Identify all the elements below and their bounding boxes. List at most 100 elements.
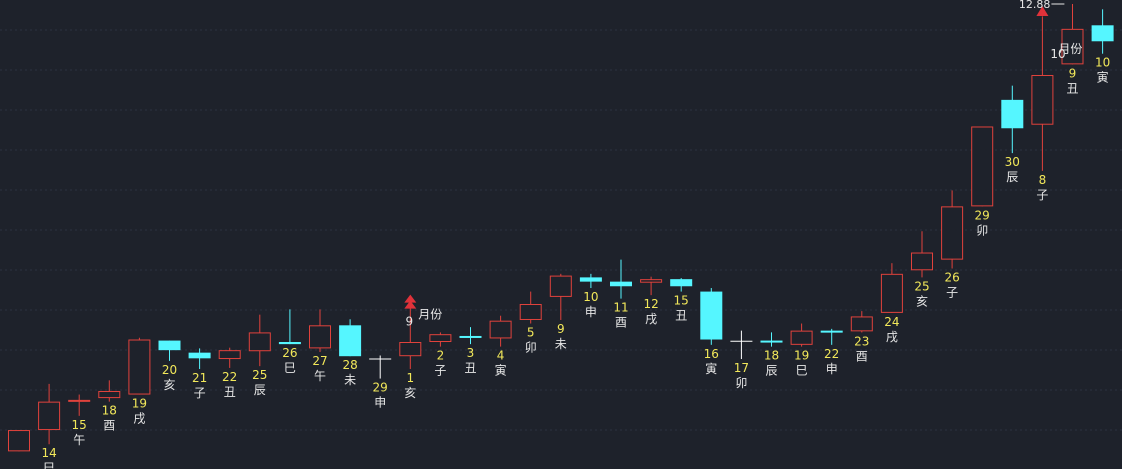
- branch-label: 酉: [103, 419, 115, 433]
- branch-label: 辰: [765, 364, 777, 378]
- candle-body: [670, 279, 693, 287]
- branch-label: 寅: [705, 361, 717, 376]
- month-marker-icon: [404, 294, 417, 303]
- month-day-label: 10: [1050, 47, 1065, 61]
- day-label: 5: [527, 326, 535, 340]
- max-price-label: 12.88: [1019, 0, 1051, 11]
- day-label: 22: [824, 347, 839, 361]
- branch-label: 未: [344, 373, 356, 387]
- branch-label: 亥: [916, 294, 928, 308]
- candle-body: [128, 339, 151, 395]
- day-label: 12: [643, 297, 658, 311]
- branch-label: 巳: [43, 461, 55, 469]
- day-label: 8: [1039, 173, 1047, 187]
- branch-label: 丑: [1066, 81, 1078, 95]
- branch-label: 未: [555, 337, 567, 351]
- day-label: 15: [72, 418, 87, 432]
- candle-body: [38, 401, 61, 431]
- candle-body: [610, 281, 632, 287]
- day-label: 29: [373, 381, 388, 395]
- candle-body: [971, 126, 994, 207]
- branch-label: 酉: [856, 349, 868, 363]
- branch-label: 卯: [525, 341, 537, 355]
- candle-body: [399, 341, 422, 357]
- candle-body: [820, 330, 843, 333]
- day-label: 28: [342, 358, 357, 372]
- branch-label: 酉: [615, 316, 627, 330]
- branch-label: 子: [434, 364, 446, 378]
- day-label: 2: [437, 349, 445, 363]
- candle-body: [8, 430, 30, 452]
- branch-label: 巳: [284, 361, 296, 375]
- day-label: 18: [764, 349, 779, 363]
- day-label: 27: [312, 354, 327, 368]
- day-label: 19: [794, 349, 809, 363]
- branch-label: 辰: [1006, 170, 1018, 184]
- day-label: 14: [41, 446, 56, 460]
- day-label: 23: [854, 334, 869, 348]
- day-label: 30: [1005, 155, 1020, 169]
- day-label: 20: [162, 363, 177, 377]
- day-label: 1: [406, 371, 414, 385]
- candle-body: [1031, 75, 1054, 125]
- candle-body: [700, 291, 723, 340]
- candle-body: [309, 325, 331, 349]
- day-label: 24: [884, 315, 899, 329]
- candle-body: [1001, 99, 1024, 129]
- branch-label: 寅: [1097, 70, 1109, 85]
- candle-body: [549, 275, 572, 297]
- candle-body: [158, 340, 181, 351]
- candle-body: [339, 325, 362, 357]
- branch-label: 辰: [254, 383, 266, 397]
- candle-body: [1091, 25, 1114, 42]
- day-label: 3: [467, 346, 475, 360]
- branch-label: 卯: [976, 223, 988, 237]
- candle-body: [519, 304, 542, 320]
- day-label: 11: [613, 301, 628, 315]
- candle-body: [760, 340, 783, 343]
- branch-label: 丑: [675, 309, 687, 323]
- day-label: 29: [975, 208, 990, 222]
- candle-body: [429, 334, 452, 342]
- candle-body: [941, 206, 964, 260]
- branch-label: 申: [374, 396, 386, 410]
- day-label: 15: [674, 294, 689, 308]
- day-label: 9: [557, 322, 565, 336]
- branch-label: 丑: [464, 361, 476, 375]
- candle-body: [579, 277, 602, 282]
- day-label: 10: [583, 290, 598, 304]
- month-day-label: 9: [405, 315, 413, 329]
- day-label: 9: [1069, 66, 1077, 80]
- day-label: 16: [704, 347, 719, 361]
- branch-label: 戌: [133, 412, 145, 426]
- day-label: 26: [944, 271, 959, 285]
- day-label: 18: [102, 404, 117, 418]
- branch-label: 申: [826, 362, 838, 376]
- day-label: 17: [734, 361, 749, 375]
- candle-body: [911, 252, 933, 271]
- candle-body: [248, 332, 271, 352]
- day-label: 19: [132, 397, 147, 411]
- branch-label: 子: [1036, 188, 1048, 202]
- max-marker-icon: [1036, 6, 1049, 16]
- branch-label: 亥: [404, 386, 416, 400]
- candle-body: [489, 320, 512, 339]
- candle-body: [880, 273, 903, 313]
- month-label: 月份: [418, 308, 442, 322]
- candle-body: [188, 352, 211, 359]
- day-label: 25: [914, 279, 929, 293]
- day-label: 10: [1095, 56, 1110, 70]
- candle-body: [790, 330, 813, 345]
- day-label: 22: [222, 370, 237, 384]
- branch-label: 子: [946, 286, 958, 300]
- branch-label: 戌: [886, 330, 898, 344]
- day-label: 26: [282, 346, 297, 360]
- branch-label: 亥: [163, 378, 175, 392]
- day-label: 21: [192, 371, 207, 385]
- day-label: 25: [252, 368, 267, 382]
- branch-label: 卯: [735, 376, 747, 390]
- candle-body: [218, 350, 241, 360]
- branch-label: 午: [73, 433, 85, 447]
- branch-label: 午: [314, 369, 326, 383]
